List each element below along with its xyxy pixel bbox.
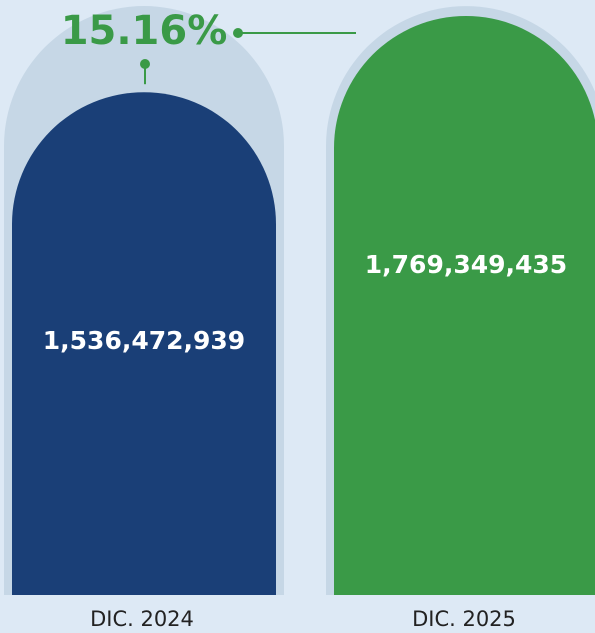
bar [12,92,276,596]
x-tick-label: DIC. 2025 [412,607,516,631]
annotation-dot [233,28,243,38]
x-tick-label: DIC. 2024 [90,607,194,631]
annotation-dot [140,59,150,69]
annotation: 15.16% [61,8,228,54]
bar [334,16,595,595]
value-label: 1,536,472,939 [43,326,245,355]
value-label: 1,769,349,435 [365,250,567,279]
